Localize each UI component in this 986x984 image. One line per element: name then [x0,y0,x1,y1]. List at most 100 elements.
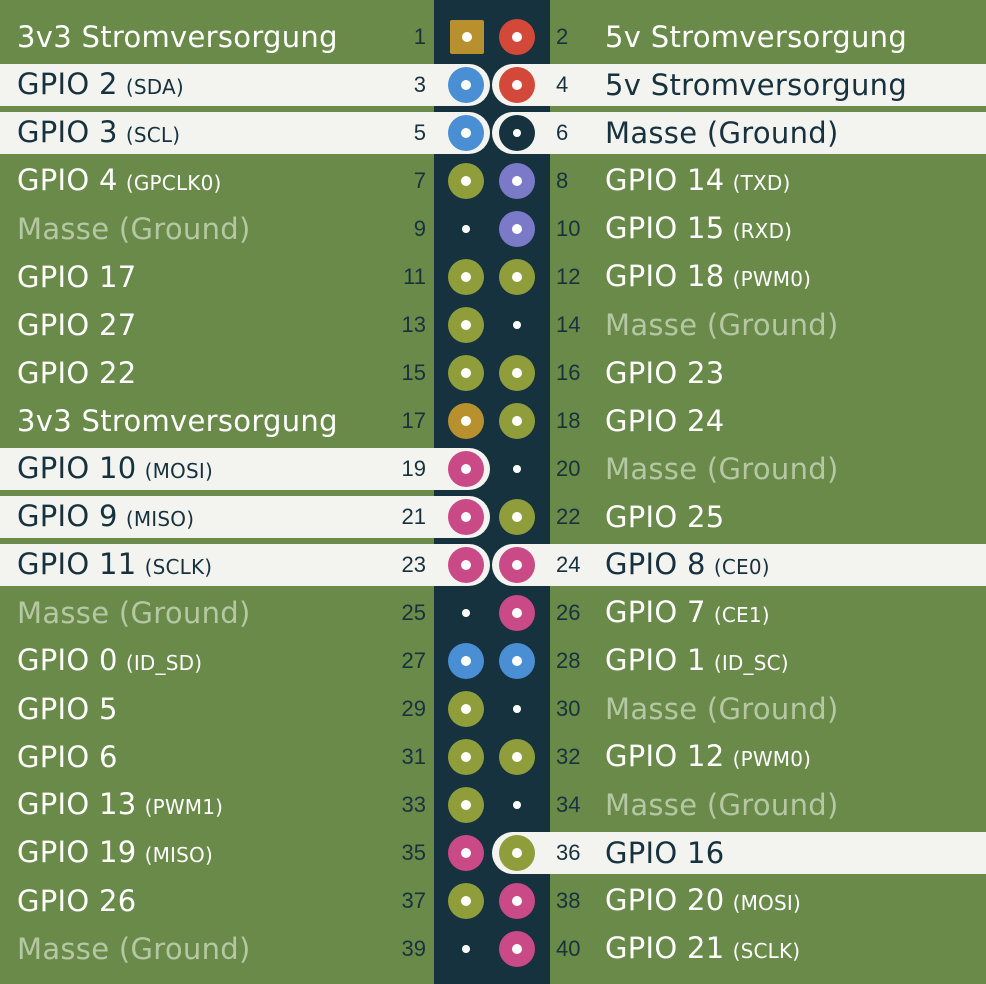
pin-hole-icon [512,176,522,186]
pin-label: GPIO 10 (MOSI) [17,447,213,492]
pin-i2c-icon [499,643,535,679]
pin-hole-icon [461,176,471,186]
pin-ground-icon [448,211,484,247]
pin-label: GPIO 6 [17,736,118,778]
pin-name: Masse (Ground) [605,692,839,726]
pin-hole-icon [512,560,522,570]
pin-label: GPIO 21 (SCLK) [605,927,800,972]
pin-row-35: GPIO 19 (MISO) 35 [0,832,490,874]
pin-hole-icon [512,80,522,90]
pin-hole-icon [513,801,521,809]
pin-label: GPIO 5 [17,688,118,730]
pin-name: GPIO 4 [17,162,118,197]
pin-row-24: GPIO 8 (CE0) 24 [492,544,986,586]
pin-power-3v3-icon [448,403,484,439]
pin-ground-icon [499,451,535,487]
pin-hole-icon [461,560,471,570]
pin-label: GPIO 1 (ID_SC) [605,639,789,684]
pin-gpio-icon [448,691,484,727]
pin-name: GPIO 27 [17,308,137,342]
pin-function: (PWM1) [144,794,224,819]
pin-number: 26 [556,600,581,625]
pin-spi-icon [448,835,484,871]
pin-function: (MISO) [125,506,195,531]
pin-number: 22 [556,504,581,529]
pin-name: GPIO 24 [605,404,725,438]
pin-hole-icon [513,465,521,473]
pin-number: 23 [401,552,426,577]
pin-hole-icon [512,944,522,954]
pin-uart-icon [499,211,535,247]
pin-hole-icon [462,32,472,42]
pin-row-12: GPIO 18 (PWM0) 12 [492,256,986,298]
pin-hole-icon [462,945,470,953]
pin-row-28: GPIO 1 (ID_SC) 28 [492,640,986,682]
pin-power-5v-icon [499,19,535,55]
pin-name: GPIO 2 [17,66,118,101]
pin-label: 3v3 Stromversorgung [17,400,338,442]
pin-name: GPIO 20 [605,882,725,917]
pin-label: 5v Stromversorgung [605,64,907,106]
pin-label: GPIO 9 (MISO) [17,495,194,540]
pin-gpio-icon [499,259,535,295]
pin-name: GPIO 19 [17,834,137,869]
pin-ground-icon [448,931,484,967]
pin-number: 28 [556,648,581,673]
pin-name: GPIO 23 [605,356,725,390]
pin-row-39: Masse (Ground) 39 [0,928,490,970]
pin-label: Masse (Ground) [605,784,839,826]
pin-row-22: GPIO 25 22 [492,496,986,538]
pin-power-5v-icon [499,67,535,103]
pin-number: 7 [413,168,426,193]
pin-number: 33 [401,792,426,817]
pin-name: 5v Stromversorgung [605,68,908,102]
pin-function: (RXD) [732,218,793,243]
pin-name: GPIO 8 [605,546,706,581]
pin-number: 20 [556,456,581,481]
pin-hole-icon [461,704,471,714]
pin-label: GPIO 13 (PWM1) [17,783,223,828]
pin-power-3v3-icon [450,20,484,54]
pin-number: 12 [556,264,581,289]
pin-ground-icon [499,691,535,727]
pin-number: 3 [413,72,426,97]
pin-i2c-icon [448,67,484,103]
pin-function: (CE0) [713,554,770,579]
pin-row-27: GPIO 0 (ID_SD) 27 [0,640,490,682]
pin-label: GPIO 0 (ID_SD) [17,639,202,684]
pin-ground-icon [499,307,535,343]
pin-label: GPIO 3 (SCL) [17,111,180,156]
pin-function: (ID_SD) [125,650,203,675]
pin-label: GPIO 22 [17,352,137,394]
pin-row-11: GPIO 17 11 [0,256,490,298]
pin-gpio-icon [448,883,484,919]
pin-hole-icon [513,321,521,329]
pin-name: 3v3 Stromversorgung [17,20,338,54]
pin-label: 3v3 Stromversorgung [17,16,338,58]
pin-label: Masse (Ground) [605,448,839,490]
pin-name: GPIO 13 [17,786,137,821]
pin-row-38: GPIO 20 (MOSI) 38 [492,880,986,922]
pin-name: Masse (Ground) [17,212,251,246]
pin-ground-icon [499,787,535,823]
pin-row-15: GPIO 22 15 [0,352,490,394]
pin-uart-icon [499,163,535,199]
pin-row-3: GPIO 2 (SDA) 3 [0,64,490,106]
pin-row-14: Masse (Ground) 14 [492,304,986,346]
pin-number: 13 [401,312,426,337]
pin-hole-icon [462,225,470,233]
pin-number: 25 [401,600,426,625]
pin-hole-icon [512,896,522,906]
pin-number: 10 [556,216,581,241]
pin-hole-icon [512,656,522,666]
pin-hole-icon [461,656,471,666]
pin-name: GPIO 18 [605,258,725,293]
pin-label: GPIO 27 [17,304,137,346]
pin-function: (SCLK) [732,938,801,963]
pin-number: 30 [556,696,581,721]
pin-gpio-icon [448,307,484,343]
pin-row-21: GPIO 9 (MISO) 21 [0,496,490,538]
pin-ground-icon [499,115,535,151]
pin-function: (PWM0) [732,266,812,291]
